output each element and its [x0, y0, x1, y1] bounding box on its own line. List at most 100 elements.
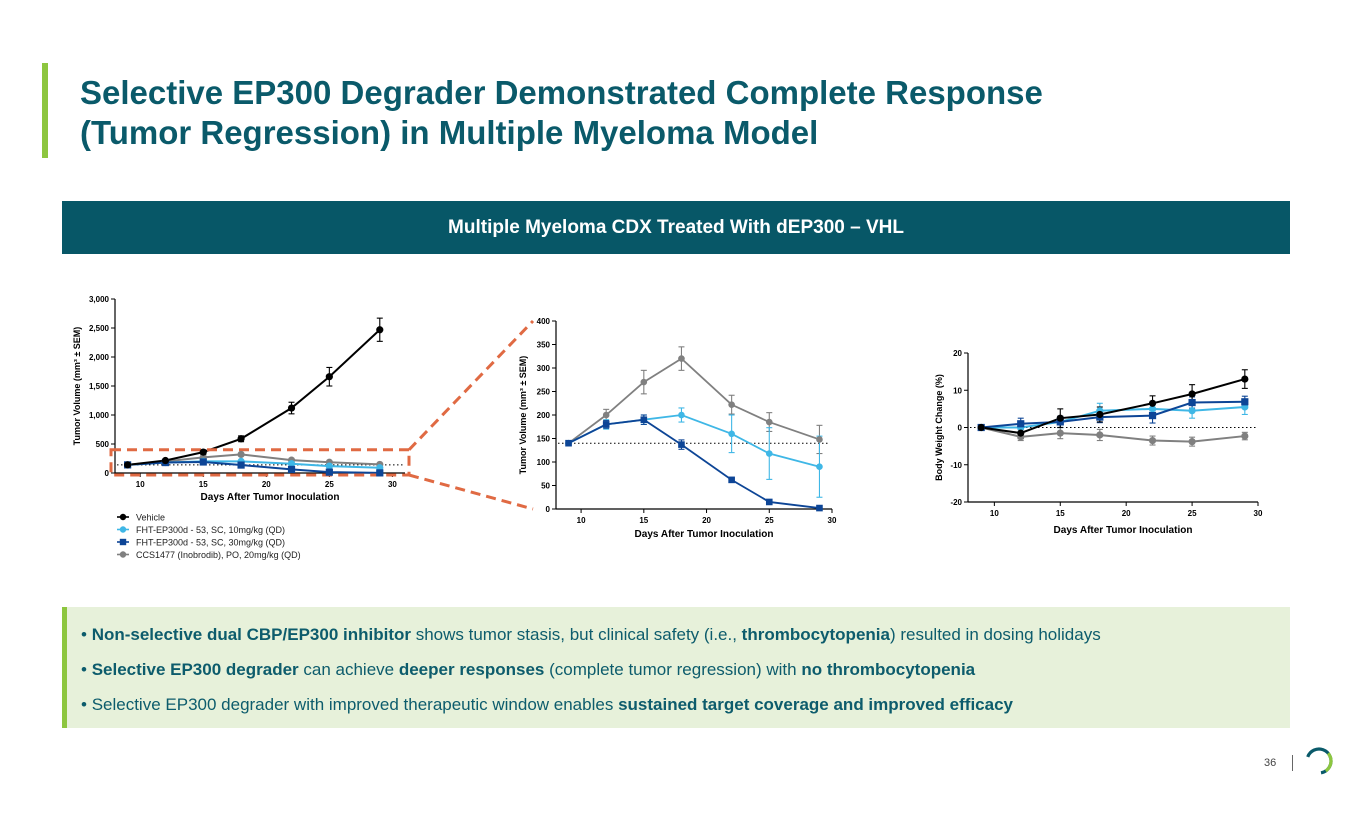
- zoom-connector-bottom: [408, 473, 534, 511]
- legend-label: CCS1477 (Inobrodib), PO, 20mg/kg (QD): [136, 550, 301, 560]
- x-tick-label: 30: [1254, 509, 1263, 518]
- bullet-text: shows tumor stasis, but clinical safety …: [411, 625, 742, 644]
- data-point: [1148, 411, 1157, 420]
- data-point: [640, 378, 648, 386]
- data-point: [1056, 429, 1064, 437]
- y-tick-label: 2,000: [89, 353, 110, 362]
- y-axis-label: Tumor Volume (mm³ ± SEM): [72, 327, 82, 446]
- x-tick-label: 20: [262, 480, 271, 489]
- data-point: [765, 498, 773, 506]
- y-tick-label: 1,000: [89, 411, 110, 420]
- y-tick-label: 250: [537, 388, 551, 397]
- data-point: [287, 465, 296, 474]
- legend-label: FHT-EP300d - 53, SC, 10mg/kg (QD): [136, 525, 285, 535]
- legend-marker: [119, 551, 127, 558]
- bullet-text: (complete tumor regression) with: [544, 660, 802, 679]
- page-title: Selective EP300 Degrader Demonstrated Co…: [80, 73, 1180, 153]
- data-point: [728, 430, 735, 438]
- data-point: [1188, 438, 1196, 446]
- data-point: [287, 404, 296, 412]
- data-point: [376, 469, 384, 477]
- y-tick-label: 20: [953, 349, 962, 358]
- page-title-line-2: (Tumor Regression) in Multiple Myeloma M…: [80, 114, 819, 151]
- series-line-0: [127, 329, 381, 466]
- x-axis-label: Days After Tumor Inoculation: [635, 529, 774, 540]
- title-accent-bar: [42, 63, 48, 158]
- data-point: [124, 461, 132, 469]
- section-banner: Multiple Myeloma CDX Treated With dEP300…: [62, 201, 1290, 254]
- legend-label: Vehicle: [136, 513, 165, 523]
- bullet-dot: •: [81, 625, 92, 644]
- data-point: [1188, 407, 1196, 415]
- data-point: [1148, 399, 1157, 407]
- x-tick-label: 25: [325, 480, 334, 489]
- y-axis-label: Body Weight Change (%): [934, 374, 944, 481]
- bullet-emphasis: no thrombocytopenia: [801, 660, 976, 679]
- y-tick-label: 350: [537, 341, 551, 350]
- bullet-dot: •: [81, 695, 92, 714]
- series-line-2: [568, 418, 820, 509]
- legend-label: FHT-EP300d - 53, SC, 30mg/kg (QD): [136, 538, 285, 548]
- y-tick-label: 150: [537, 435, 551, 444]
- data-point: [602, 421, 610, 428]
- data-point: [199, 448, 207, 456]
- zoom-region-box: [109, 448, 411, 477]
- data-point: [1188, 390, 1196, 398]
- data-point: [765, 418, 773, 426]
- data-point: [376, 326, 384, 334]
- y-tick-label: 400: [537, 317, 551, 326]
- y-axis-label: Tumor Volume (mm³ ± SEM): [518, 356, 528, 475]
- y-tick-label: -10: [950, 461, 962, 470]
- data-point: [325, 462, 333, 470]
- x-tick-label: 20: [702, 516, 711, 525]
- data-point: [237, 435, 245, 443]
- legend-marker: [119, 538, 127, 546]
- y-tick-label: 0: [546, 505, 551, 514]
- data-point: [1056, 418, 1064, 426]
- x-tick-label: 10: [136, 480, 145, 489]
- data-point: [678, 441, 685, 448]
- bullet-item: • Selective EP300 degrader with improved…: [81, 687, 1290, 722]
- data-point: [237, 450, 245, 459]
- bullet-text: can achieve: [298, 660, 399, 679]
- data-point: [325, 468, 333, 476]
- key-takeaways-callout: • Non-selective dual CBP/EP300 inhibitor…: [62, 607, 1290, 728]
- y-tick-label: 10: [953, 386, 962, 395]
- data-point: [1096, 410, 1104, 419]
- x-axis-label: Days After Tumor Inoculation: [201, 492, 340, 503]
- x-tick-label: 30: [828, 516, 837, 525]
- data-point: [1188, 398, 1196, 407]
- data-point: [565, 439, 572, 447]
- y-tick-label: 100: [537, 458, 551, 467]
- data-point: [977, 423, 985, 432]
- data-point: [678, 411, 685, 419]
- data-point: [816, 504, 823, 512]
- data-point: [161, 456, 170, 465]
- series-line-3: [568, 357, 820, 444]
- data-point: [199, 458, 207, 466]
- data-point: [325, 373, 333, 381]
- data-point: [1241, 375, 1249, 383]
- data-point: [816, 436, 823, 443]
- y-tick-label: 2,500: [89, 324, 110, 333]
- data-point: [765, 450, 773, 457]
- bullet-text: ) resulted in dosing holidays: [889, 625, 1101, 644]
- data-point: [1017, 429, 1025, 437]
- data-point: [237, 461, 245, 469]
- bullet-emphasis: sustained target coverage and improved e…: [618, 695, 1013, 714]
- bullet-emphasis: Non-selective dual CBP/EP300 inhibitor: [91, 625, 411, 644]
- bullet-emphasis: Selective EP300 degrader: [91, 660, 299, 679]
- x-tick-label: 30: [388, 480, 397, 489]
- chart-tumor-volume-zoom: 0 50 100 150 200 250 300 350 400 10 15 20 25 30 Days A…: [518, 317, 837, 540]
- zoom-connector-top: [407, 319, 535, 451]
- chart-body-weight-change: -20 -10 0 10 20 10 15 20 25 30 Days After Tumor In…: [934, 349, 1263, 536]
- data-point: [678, 355, 685, 362]
- data-point: [640, 416, 648, 423]
- data-point: [816, 463, 823, 471]
- y-tick-label: 200: [537, 411, 551, 420]
- y-tick-label: 300: [537, 364, 551, 373]
- x-tick-label: 10: [990, 509, 999, 518]
- page-number-divider: [1292, 755, 1293, 771]
- y-tick-label: 1,500: [89, 382, 110, 391]
